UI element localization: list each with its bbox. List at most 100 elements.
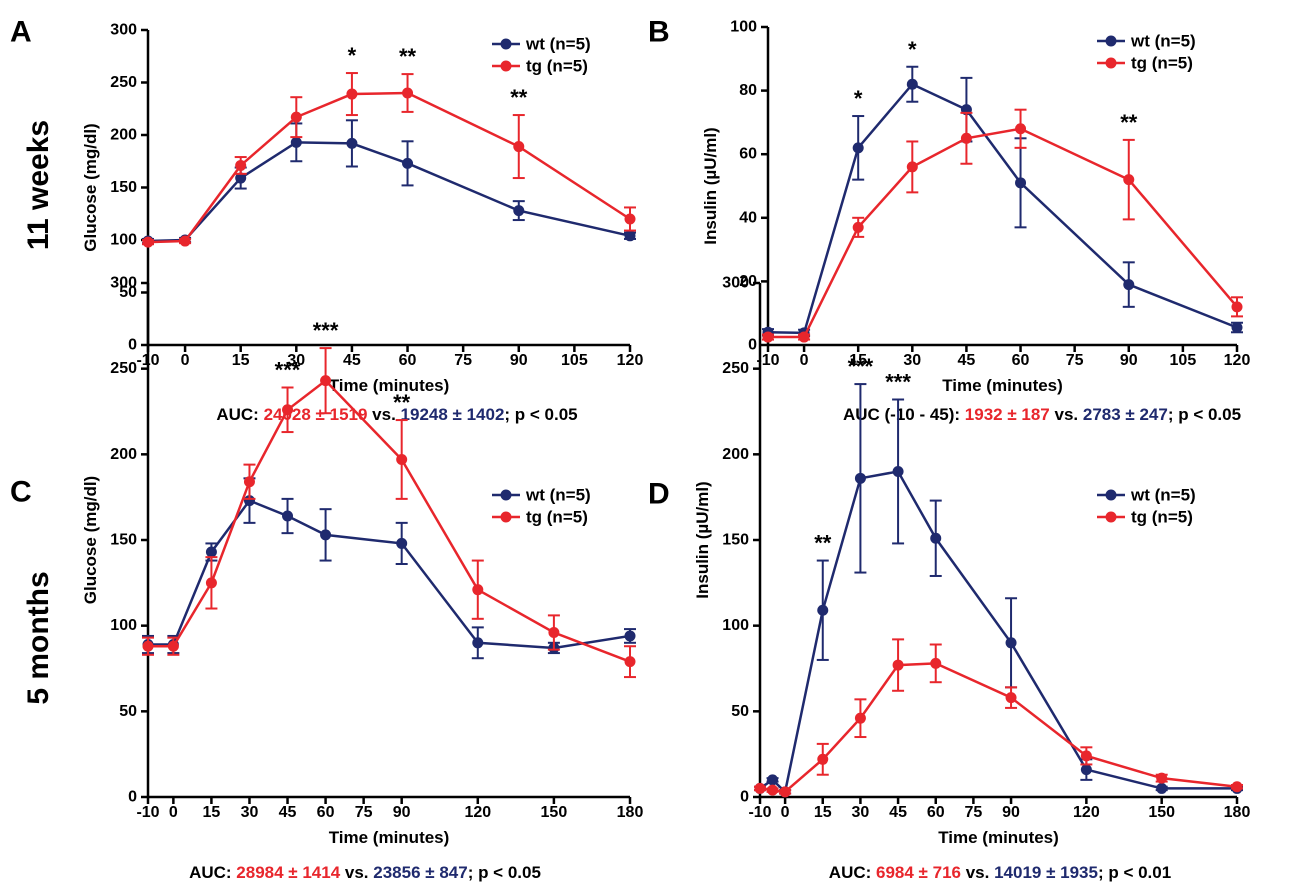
- y-axis-label: Insulin (µU/ml): [701, 127, 720, 244]
- auc-vs: vs.: [1050, 405, 1083, 424]
- series-line: [147, 91, 631, 244]
- x-tick-label: 60: [317, 804, 335, 821]
- x-tick-label: -10: [136, 804, 159, 821]
- auc-caption: AUC: 28984 ± 1414 vs. 23856 ± 847; p < 0…: [189, 863, 541, 882]
- data-point: [346, 88, 358, 100]
- x-tick-label: 15: [849, 352, 867, 369]
- x-tick-label: 105: [561, 352, 588, 369]
- x-tick-label: 180: [1224, 804, 1251, 821]
- legend-label: tg (n=5): [1131, 54, 1193, 73]
- legend-label: tg (n=5): [1131, 508, 1193, 527]
- series-tg: [762, 108, 1243, 343]
- data-point: [854, 472, 866, 484]
- x-tick-label: 30: [287, 352, 305, 369]
- significance-marker: ***: [313, 318, 339, 343]
- x-tick-label: 90: [1002, 804, 1020, 821]
- data-point: [817, 604, 829, 616]
- data-point: [142, 236, 154, 248]
- y-tick-label: 150: [722, 532, 749, 549]
- y-axis-label: Glucose (mg/dl): [81, 123, 100, 251]
- x-tick-label: 60: [399, 352, 417, 369]
- legend-entry-wt: wt (n=5): [492, 35, 591, 54]
- legend-label: wt (n=5): [525, 486, 591, 505]
- data-point: [906, 161, 918, 173]
- panel-label: B: [648, 16, 670, 49]
- x-tick-label: 75: [454, 352, 472, 369]
- x-tick-label: 90: [510, 352, 528, 369]
- y-tick-label: 100: [730, 19, 757, 36]
- data-point: [1005, 637, 1017, 649]
- auc-caption: AUC (-10 - 45): 1932 ± 187 vs. 2783 ± 24…: [843, 405, 1241, 424]
- significance-marker: *: [348, 43, 357, 68]
- legend-entry-wt: wt (n=5): [1097, 32, 1196, 51]
- data-point: [1231, 322, 1243, 334]
- data-point: [817, 753, 829, 765]
- data-point: [1156, 772, 1168, 784]
- x-tick-label: 15: [814, 804, 832, 821]
- legend-label: wt (n=5): [1130, 486, 1196, 505]
- data-point: [624, 230, 636, 242]
- auc-tg-value: 28984 ± 1414: [236, 863, 340, 882]
- data-point: [960, 132, 972, 144]
- data-point: [852, 142, 864, 154]
- significance-marker: *: [908, 37, 917, 62]
- auc-wt-value: 19248 ± 1402: [401, 405, 505, 424]
- x-tick-label: 120: [464, 804, 491, 821]
- y-tick-label: 250: [110, 74, 137, 91]
- series-line: [148, 499, 631, 650]
- x-tick-label: 75: [964, 804, 982, 821]
- x-tick-label: 150: [1148, 804, 1175, 821]
- y-tick-label: 50: [119, 284, 137, 301]
- data-point: [548, 627, 560, 639]
- data-point: [892, 659, 904, 671]
- significance-marker: ***: [848, 354, 874, 379]
- legend-entry-tg: tg (n=5): [492, 508, 588, 527]
- x-tick-label: 45: [343, 352, 361, 369]
- y-tick-label: 150: [110, 179, 137, 196]
- data-point: [396, 453, 408, 465]
- auc-p-value: ; p < 0.01: [1098, 863, 1171, 882]
- data-point: [767, 784, 779, 796]
- data-point: [1080, 764, 1092, 776]
- x-tick-label: 30: [852, 804, 870, 821]
- auc-p-value: ; p < 0.05: [1168, 405, 1241, 424]
- legend-label: wt (n=5): [525, 35, 591, 54]
- legend-entry-wt: wt (n=5): [1097, 486, 1196, 505]
- significance-marker: **: [814, 531, 832, 556]
- x-tick-label: -10: [756, 352, 779, 369]
- x-tick-label: 120: [1073, 804, 1100, 821]
- data-point: [1015, 123, 1027, 135]
- y-tick-label: 100: [110, 232, 137, 249]
- auc-p-value: ; p < 0.05: [468, 863, 541, 882]
- series-wt: [762, 65, 1243, 339]
- auc-tg-value: 1932 ± 187: [965, 405, 1050, 424]
- x-tick-label: 45: [958, 352, 976, 369]
- data-point: [179, 235, 191, 247]
- data-point: [205, 546, 217, 558]
- data-point: [290, 136, 302, 148]
- series-tg: [142, 72, 636, 248]
- data-point: [1015, 177, 1027, 189]
- x-tick-label: 90: [393, 804, 411, 821]
- x-tick-label: 120: [1224, 352, 1251, 369]
- data-point: [624, 630, 636, 642]
- legend-label: tg (n=5): [526, 57, 588, 76]
- data-point: [1080, 750, 1092, 762]
- auc-prefix: AUC (-10 - 45):: [843, 405, 965, 424]
- x-tick-label: 30: [241, 804, 259, 821]
- significance-marker: **: [510, 85, 528, 110]
- y-tick-label: 200: [110, 127, 137, 144]
- auc-vs: vs.: [340, 863, 373, 882]
- data-point: [472, 637, 484, 649]
- panel-label: C: [10, 476, 32, 509]
- y-tick-label: 300: [110, 22, 137, 39]
- y-tick-label: 40: [739, 209, 757, 226]
- series-tg: [754, 638, 1243, 798]
- data-point: [624, 213, 636, 225]
- data-point: [472, 584, 484, 596]
- panel-label: A: [10, 16, 32, 49]
- panel-label: D: [648, 478, 670, 511]
- y-tick-label: 0: [128, 789, 137, 806]
- auc-prefix: AUC:: [189, 863, 236, 882]
